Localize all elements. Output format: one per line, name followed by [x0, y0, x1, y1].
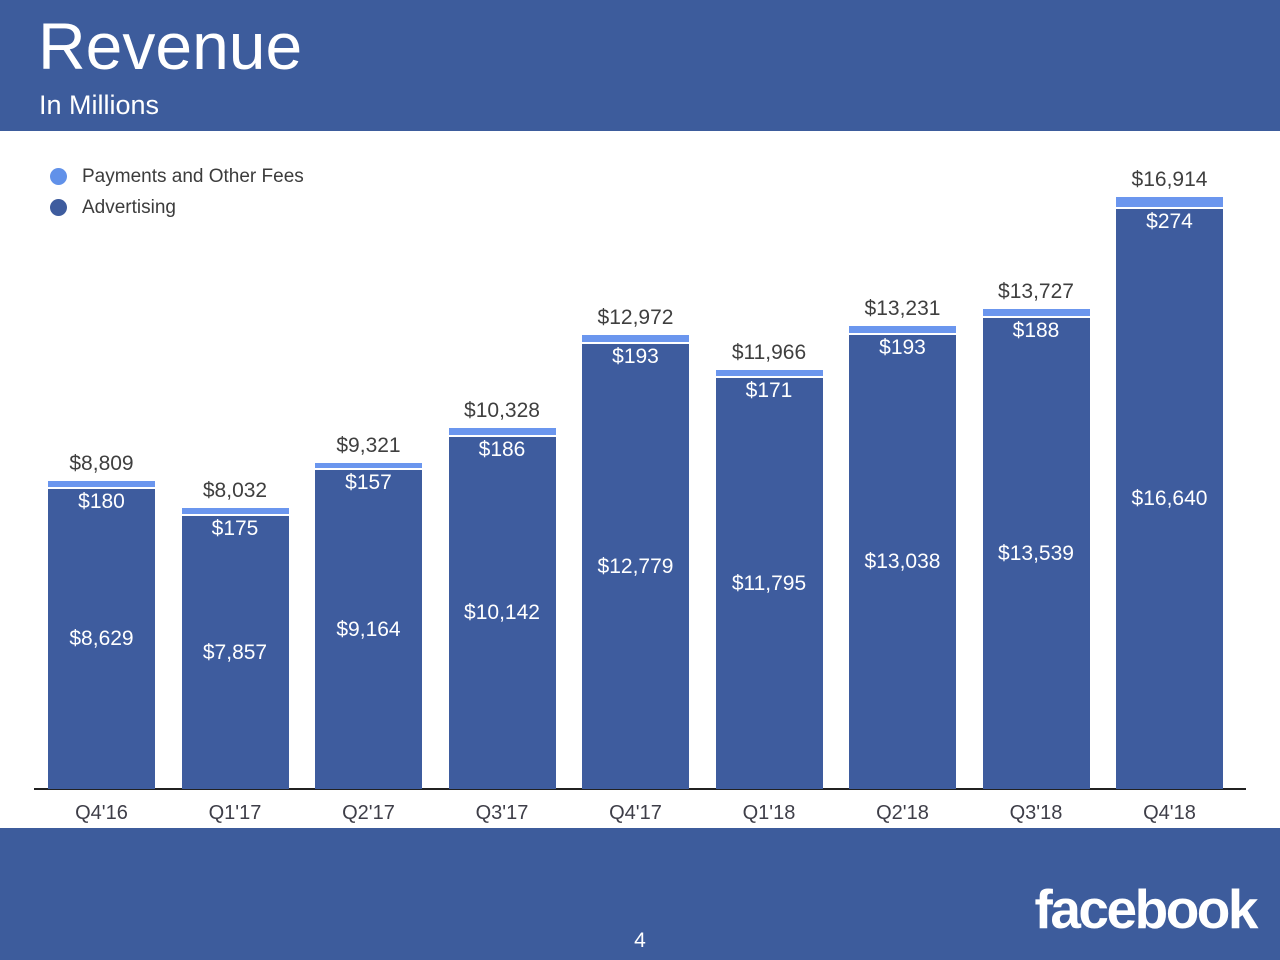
segment-divider — [582, 342, 689, 344]
bar-column: $12,972 $193 $12,779 — [582, 131, 689, 789]
bar-column: $8,809 $180 $8,629 — [48, 131, 155, 789]
slide-footer: 4 facebook — [0, 828, 1280, 960]
advertising-segment: $175 $7,857 — [181, 516, 289, 789]
legend-item: Payments and Other Fees — [50, 161, 304, 192]
total-value-label: $12,972 — [597, 306, 674, 329]
legend-color-dot-icon — [50, 199, 67, 216]
payments-segment — [715, 370, 823, 376]
bar-column: $13,727 $188 $13,539 — [982, 131, 1090, 789]
advertising-value-label: $10,142 — [464, 601, 540, 624]
advertising-value-label: $13,539 — [998, 541, 1074, 565]
advertising-segment: $188 $13,539 — [982, 318, 1090, 789]
payments-value-label: $186 — [478, 438, 526, 461]
payments-segment — [582, 335, 689, 342]
stacked-bar: $193 $12,779 — [582, 335, 689, 789]
page-subtitle: In Millions — [39, 90, 160, 120]
bar-column: $10,328 $186 $10,142 — [448, 131, 556, 789]
segment-divider — [982, 316, 1090, 318]
advertising-segment: $171 $11,795 — [715, 378, 823, 789]
segment-divider — [849, 333, 956, 335]
stacked-bar: $180 $8,629 — [48, 481, 155, 789]
payments-value-label: $193 — [612, 345, 659, 368]
x-axis-category-label: Q3'18 — [1009, 802, 1063, 824]
bar-column: $8,032 $175 $7,857 — [181, 131, 289, 789]
x-axis-category-label: Q4'18 — [1143, 802, 1196, 824]
page-number: 4 — [634, 929, 646, 952]
total-value-label: $8,809 — [69, 452, 134, 475]
stacked-bar: $186 $10,142 — [448, 428, 556, 789]
stacked-bar: $157 $9,164 — [315, 463, 422, 789]
advertising-value-label: $12,779 — [597, 554, 674, 578]
payments-segment — [48, 481, 155, 487]
advertising-value-label: $13,038 — [864, 550, 941, 573]
total-value-label: $13,727 — [998, 280, 1074, 303]
stacked-bar: $193 $13,038 — [849, 326, 956, 789]
x-axis-category-label: Q1'18 — [742, 802, 796, 824]
payments-segment — [448, 428, 556, 435]
advertising-value-label: $9,164 — [336, 617, 401, 641]
bar-column: $13,231 $193 $13,038 — [849, 131, 956, 789]
legend-color-dot-icon — [50, 168, 67, 185]
segment-divider — [1116, 207, 1223, 209]
x-axis-category-label: Q1'17 — [208, 802, 262, 824]
payments-value-label: $180 — [78, 490, 125, 513]
legend-item: Advertising — [50, 192, 304, 223]
total-value-label: $10,328 — [464, 399, 540, 422]
total-value-label: $16,914 — [1131, 168, 1208, 191]
payments-segment — [315, 463, 422, 468]
stacked-bar: $175 $7,857 — [181, 508, 289, 789]
payments-segment — [849, 326, 956, 333]
stacked-bar: $188 $13,539 — [982, 309, 1090, 789]
payments-value-label: $188 — [1012, 319, 1060, 342]
x-axis-category-label: Q3'17 — [475, 802, 529, 824]
total-value-label: $11,966 — [731, 341, 807, 364]
payments-value-label: $175 — [211, 517, 259, 540]
x-axis-category-label: Q4'16 — [75, 802, 128, 824]
facebook-logo: facebook — [1034, 878, 1259, 940]
segment-divider — [315, 468, 422, 470]
segment-divider — [48, 487, 155, 489]
advertising-value-label: $8,629 — [69, 627, 134, 650]
bar-column: $16,914 $274 $16,640 — [1116, 131, 1223, 789]
advertising-segment: $186 $10,142 — [448, 437, 556, 789]
total-value-label: $9,321 — [336, 434, 401, 457]
advertising-value-label: $11,795 — [731, 571, 807, 595]
chart-legend: Payments and Other Fees Advertising — [50, 161, 304, 223]
payments-segment — [1116, 197, 1223, 207]
segment-divider — [181, 514, 289, 516]
legend-label: Advertising — [82, 196, 176, 218]
advertising-value-label: $16,640 — [1131, 487, 1208, 510]
segment-divider — [715, 376, 823, 378]
x-axis-category-label: Q2'18 — [876, 802, 929, 824]
stacked-bar: $274 $16,640 — [1116, 197, 1223, 789]
payments-value-label: $157 — [345, 471, 392, 494]
payments-value-label: $171 — [745, 379, 793, 402]
x-axis-category-label: Q4'17 — [609, 802, 662, 824]
bar-chart: $8,809 $180 $8,629 Q4'16 $8,032 $175 $7,857 Q1'… — [0, 131, 1280, 828]
bar-column: $9,321 $157 $9,164 — [315, 131, 422, 789]
segment-divider — [448, 435, 556, 437]
payments-segment — [181, 508, 289, 514]
total-value-label: $8,032 — [202, 479, 268, 502]
payments-value-label: $274 — [1146, 210, 1193, 233]
advertising-segment: $180 $8,629 — [48, 489, 155, 789]
stacked-bar: $171 $11,795 — [715, 370, 823, 789]
payments-segment — [982, 309, 1090, 316]
slide-header: Revenue In Millions — [0, 0, 1280, 131]
legend-label: Payments and Other Fees — [82, 165, 304, 187]
advertising-segment: $193 $13,038 — [849, 335, 956, 789]
advertising-segment: $157 $9,164 — [315, 470, 422, 789]
bar-column: $11,966 $171 $11,795 — [715, 131, 823, 789]
x-axis-line — [34, 788, 1246, 790]
total-value-label: $13,231 — [864, 297, 941, 320]
advertising-segment: $274 $16,640 — [1116, 209, 1223, 789]
page-title: Revenue — [38, 9, 303, 83]
payments-value-label: $193 — [879, 336, 926, 359]
x-axis-category-label: Q2'17 — [342, 802, 395, 824]
advertising-segment: $193 $12,779 — [582, 344, 689, 789]
advertising-value-label: $7,857 — [202, 640, 268, 664]
